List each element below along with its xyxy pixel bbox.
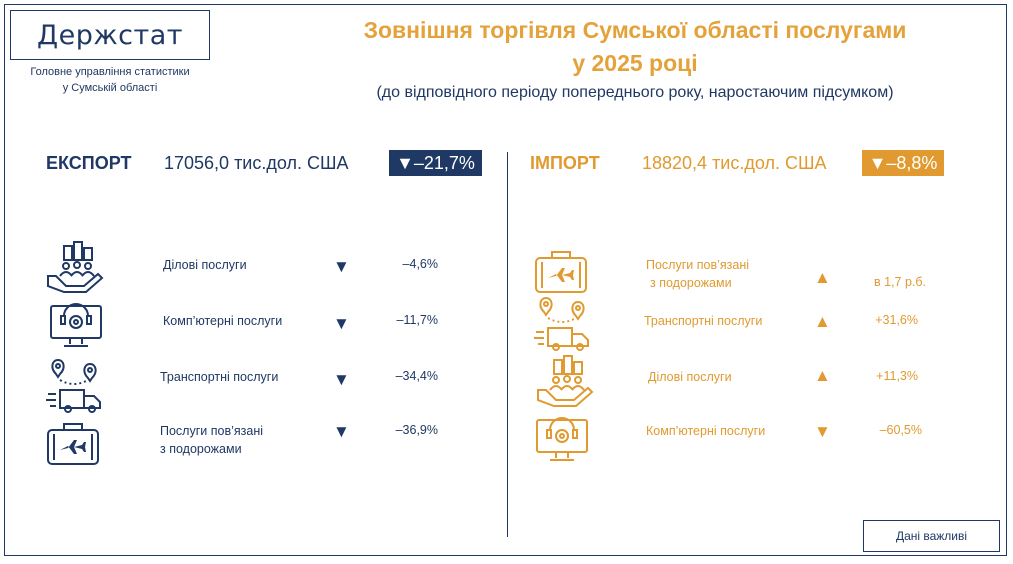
business-services-icon bbox=[537, 355, 594, 407]
export-item-travel-pct: –36,9% bbox=[395, 423, 438, 437]
import-item-travel-label: Послуги пов’язані з подорожами bbox=[646, 256, 749, 292]
export-item-computer-label: Комп’ютерні послуги bbox=[163, 314, 283, 328]
import-item-computer-pct: –60,5% bbox=[879, 423, 922, 437]
export-item-travel-label-line-1: Послуги пов’язані bbox=[160, 424, 264, 438]
import-item-transport-arrow: ▲ bbox=[814, 312, 831, 331]
export-item-transport-arrow: ▼ bbox=[333, 370, 350, 389]
import-label: ІМПОРТ bbox=[530, 153, 600, 173]
travel-services-icon bbox=[535, 251, 587, 293]
export-item-computer-arrow: ▼ bbox=[333, 314, 350, 333]
import-item-travel-pct: в 1,7 р.б. bbox=[874, 275, 927, 289]
import-value: 18820,4 тис.дол. США bbox=[642, 153, 827, 173]
computer-services-icon bbox=[50, 303, 102, 347]
column-divider bbox=[507, 152, 508, 537]
travel-services-icon bbox=[47, 423, 99, 465]
export-item-transport-pct: –34,4% bbox=[395, 369, 438, 383]
export-item-business-pct: –4,6% bbox=[402, 257, 438, 271]
export-item-travel-label-line-2: з подорожами bbox=[160, 442, 242, 456]
import-change-badge: ▼–8,8% bbox=[862, 150, 944, 176]
export-item-business-arrow: ▼ bbox=[333, 257, 350, 276]
org-line-2: у Сумській області bbox=[62, 82, 158, 94]
page-subtitle: (до відповідного періоду попереднього ро… bbox=[376, 84, 894, 101]
page-frame bbox=[4, 4, 1007, 556]
computer-services-icon bbox=[536, 417, 588, 461]
import-item-computer-arrow: ▼ bbox=[814, 422, 831, 441]
import-item-transport-label: Транспортні послуги bbox=[644, 314, 763, 328]
export-item-business-label: Ділові послуги bbox=[163, 258, 247, 272]
logo-text: Держстат bbox=[36, 19, 183, 51]
export-item-transport-label: Транспортні послуги bbox=[160, 370, 279, 384]
import-item-business-pct: +11,3% bbox=[876, 369, 918, 383]
import-item-transport-pct: +31,6% bbox=[875, 313, 918, 327]
page-title: Зовнішня торгівля Сумської області послу… bbox=[260, 14, 1010, 80]
export-value: 17056,0 тис.дол. США bbox=[164, 153, 349, 173]
import-item-travel-arrow: ▲ bbox=[814, 268, 831, 287]
logo: Держстат bbox=[10, 10, 210, 60]
business-services-icon bbox=[47, 241, 104, 293]
export-label: ЕКСПОРТ bbox=[46, 153, 132, 173]
organization-name: Головне управління статистики у Сумській… bbox=[10, 64, 210, 96]
export-item-computer-pct: –11,7% bbox=[396, 313, 438, 327]
transport-services-icon bbox=[46, 358, 101, 413]
export-change-badge: ▼–21,7% bbox=[389, 150, 482, 176]
import-item-business-label: Ділові послуги bbox=[648, 370, 732, 384]
import-item-computer-label: Комп’ютерні послуги bbox=[646, 424, 766, 438]
data-important-note: Дані важливі bbox=[863, 520, 1000, 552]
import-item-travel-label-line-1: Послуги пов’язані bbox=[646, 258, 750, 272]
import-item-travel-label-line-2: з подорожами bbox=[650, 276, 732, 290]
export-item-travel-label: Послуги пов’язані з подорожами bbox=[160, 422, 263, 458]
import-item-business-arrow: ▲ bbox=[814, 366, 831, 385]
title-line-2: у 2025 році bbox=[572, 50, 698, 76]
transport-services-icon bbox=[534, 296, 589, 351]
org-line-1: Головне управління статистики bbox=[30, 66, 190, 78]
export-item-travel-arrow: ▼ bbox=[333, 422, 350, 441]
title-line-1: Зовнішня торгівля Сумської області послу… bbox=[363, 17, 907, 43]
